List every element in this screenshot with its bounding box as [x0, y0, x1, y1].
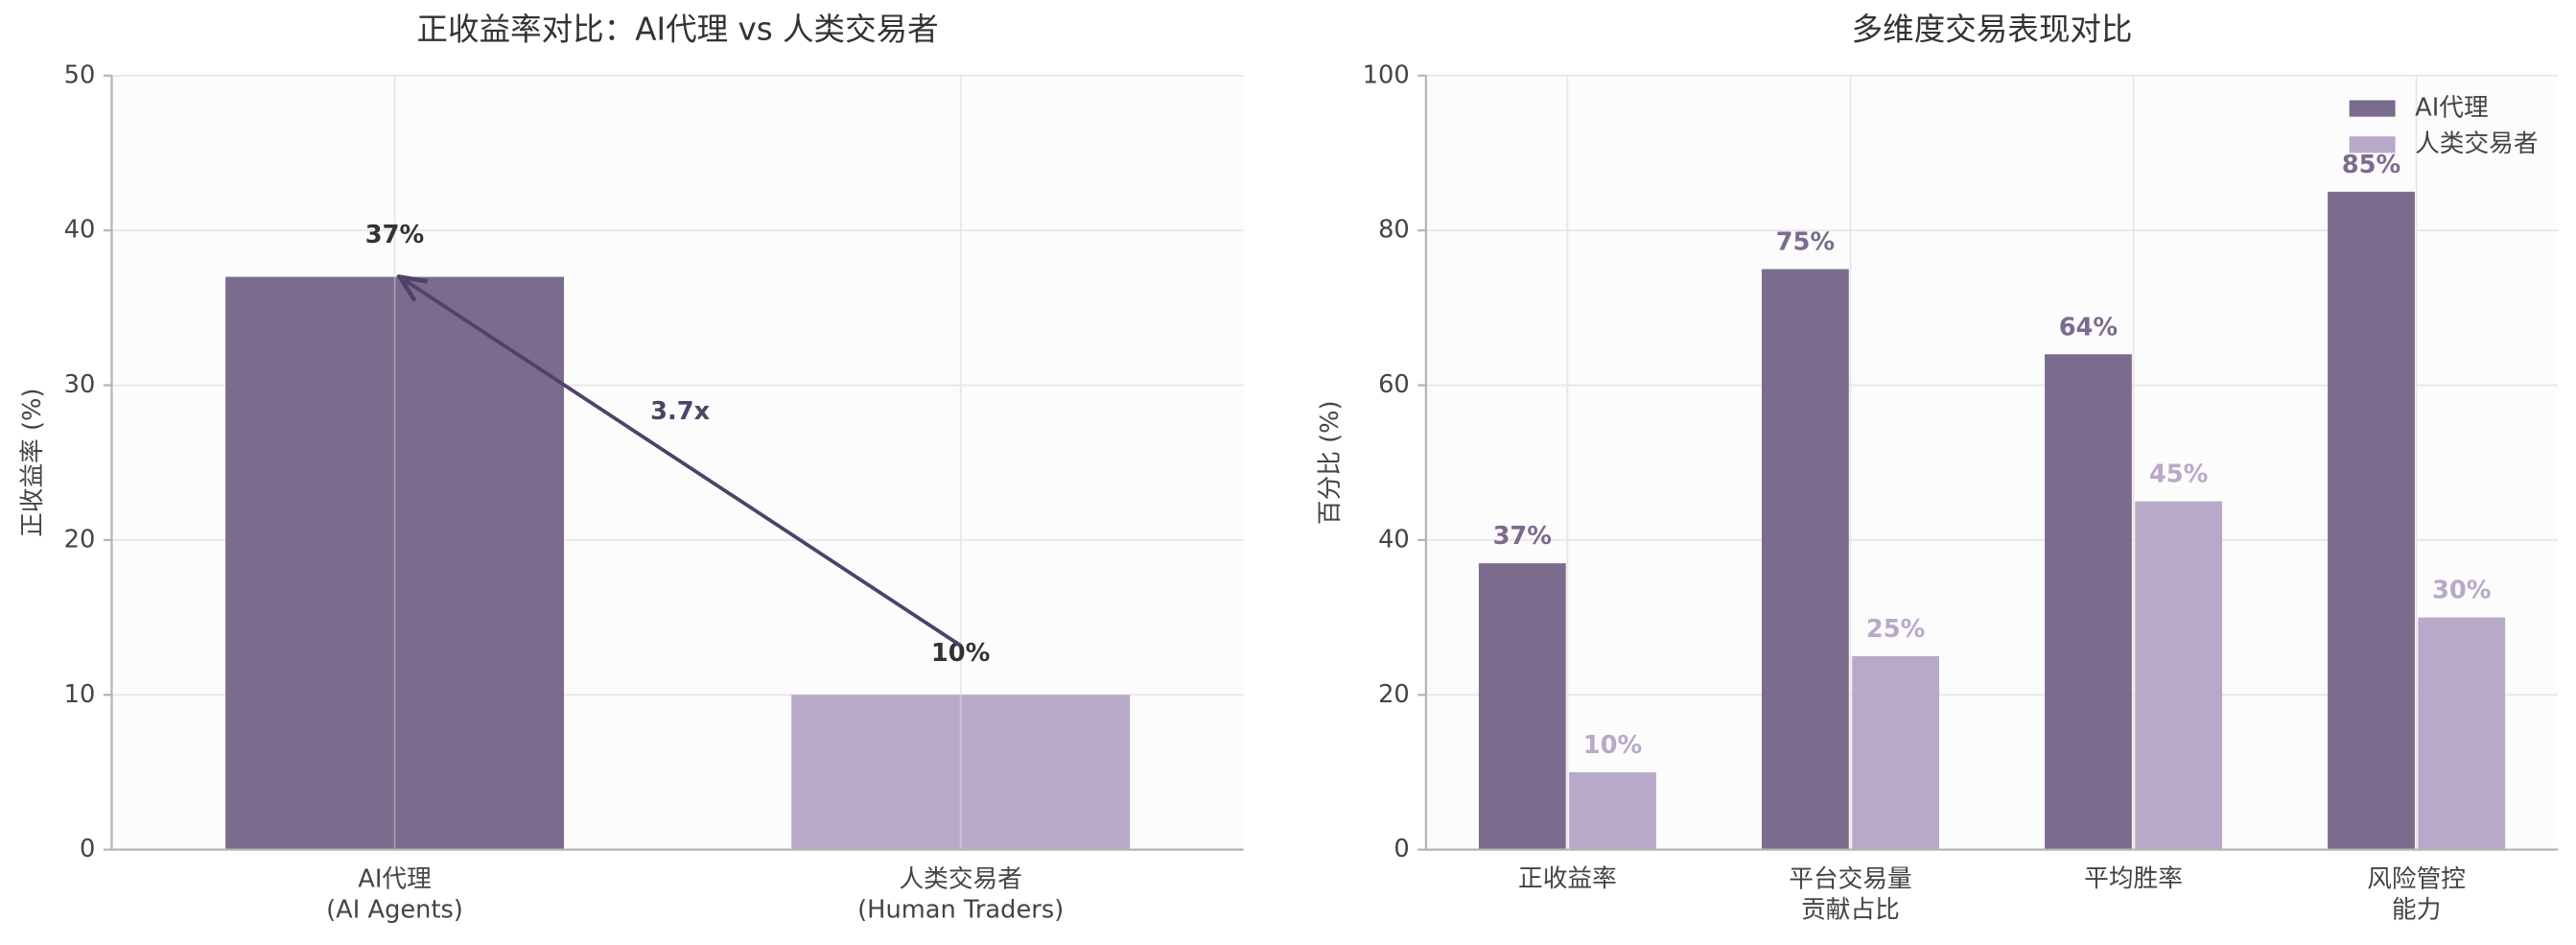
bar: [2418, 617, 2506, 850]
bar: [2135, 501, 2223, 850]
x-tick-label: 平均胜率: [2084, 864, 2183, 893]
value-label: 10%: [931, 639, 991, 668]
y-tick-label: 20: [1378, 680, 1410, 709]
x-tick-label: 平台交易量贡献占比: [1789, 864, 1911, 924]
bar: [791, 695, 1131, 850]
annotation: 3.7x: [650, 397, 711, 426]
value-label: 64%: [2059, 313, 2119, 342]
y-tick-label: 60: [1378, 370, 1410, 399]
y-tick-label: 100: [1363, 60, 1410, 89]
legend-swatch: [2349, 136, 2396, 154]
y-tick-label: 50: [64, 60, 96, 89]
legend-label: AI代理: [2415, 94, 2489, 123]
bar: [1569, 771, 1656, 850]
annotation-arrow: [400, 277, 962, 648]
y-tick-label: 0: [1393, 835, 1409, 863]
x-tick-label: 正收益率: [1518, 864, 1617, 893]
value-label: 85%: [2342, 151, 2401, 179]
y-tick-label: 40: [64, 216, 96, 245]
legend-swatch: [2349, 100, 2396, 117]
y-axis-label: 百分比 (%): [1316, 400, 1345, 525]
y-tick-label: 20: [64, 525, 96, 554]
value-label: 45%: [2149, 461, 2209, 489]
value-label: 25%: [1866, 615, 1926, 644]
legend-label: 人类交易者: [2415, 130, 2538, 158]
value-label: 30%: [2432, 577, 2492, 605]
y-tick-label: 80: [1378, 216, 1410, 245]
chart-title: 正收益率对比：AI代理 vs 人类交易者: [417, 12, 939, 48]
bar: [2328, 191, 2415, 850]
y-tick-label: 0: [80, 835, 95, 863]
y-tick-label: 30: [64, 370, 96, 399]
y-tick-label: 10: [64, 680, 96, 709]
y-tick-label: 40: [1378, 525, 1410, 554]
value-label: 37%: [365, 221, 425, 249]
chart-title: 多维度交易表现对比: [1852, 12, 2133, 48]
x-tick-label: 风险管控能力: [2367, 864, 2466, 924]
bar: [1852, 655, 1939, 850]
value-label: 37%: [1493, 522, 1553, 551]
x-tick-label: 人类交易者(Human Traders): [857, 864, 1064, 924]
bar: [2045, 354, 2132, 850]
bar: [1478, 563, 1566, 850]
bar: [225, 276, 564, 850]
value-label: 10%: [1583, 731, 1643, 760]
bar: [1761, 269, 1849, 850]
y-axis-label: 正收益率 (%): [18, 389, 47, 537]
x-tick-label: AI代理(AI Agents): [326, 864, 463, 924]
value-label: 75%: [1776, 228, 1836, 257]
